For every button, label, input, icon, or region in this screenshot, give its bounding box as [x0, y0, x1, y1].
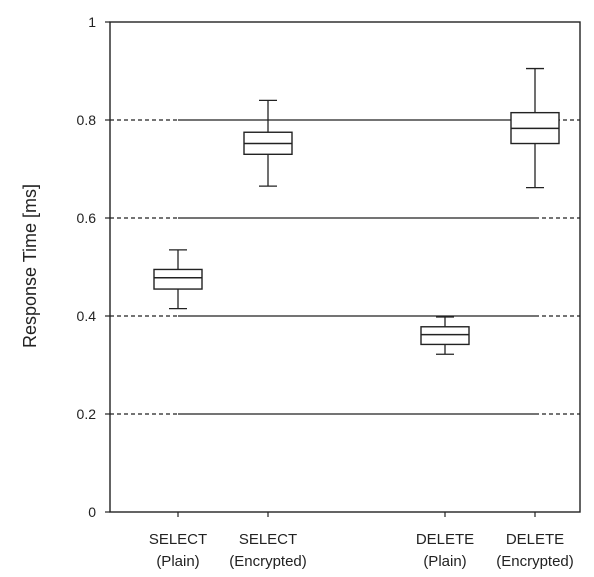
box-iqr [420, 326, 470, 346]
category-label-line2: (Plain) [156, 553, 199, 570]
y-tick-labels: 0 0.2 0.4 0.6 0.8 1 [77, 14, 97, 520]
axes [105, 21, 581, 517]
box-iqr [153, 268, 203, 290]
category-label-line1: DELETE [506, 531, 564, 548]
category-label-line2: (Encrypted) [229, 553, 307, 570]
category-label-line1: DELETE [416, 531, 474, 548]
y-tick-label: 0.8 [77, 112, 97, 128]
y-axis-label: Response Time [ms] [20, 184, 40, 348]
y-tick-label: 0.6 [77, 210, 97, 226]
category-labels: SELECT (Plain) SELECT (Encrypted) DELETE (Pla… [149, 531, 574, 570]
plot-frame [109, 21, 581, 513]
category-label-line2: (Encrypted) [496, 553, 574, 570]
boxes [153, 67, 560, 355]
y-tick-label: 0.2 [77, 406, 97, 422]
category-label-line2: (Plain) [423, 553, 466, 570]
y-tick-label: 1 [88, 14, 96, 30]
grid-lines [110, 119, 580, 415]
category-label-line1: SELECT [149, 531, 207, 548]
y-tick-label: 0 [88, 504, 96, 520]
category-label-line1: SELECT [239, 531, 297, 548]
y-tick-label: 0.4 [77, 308, 97, 324]
